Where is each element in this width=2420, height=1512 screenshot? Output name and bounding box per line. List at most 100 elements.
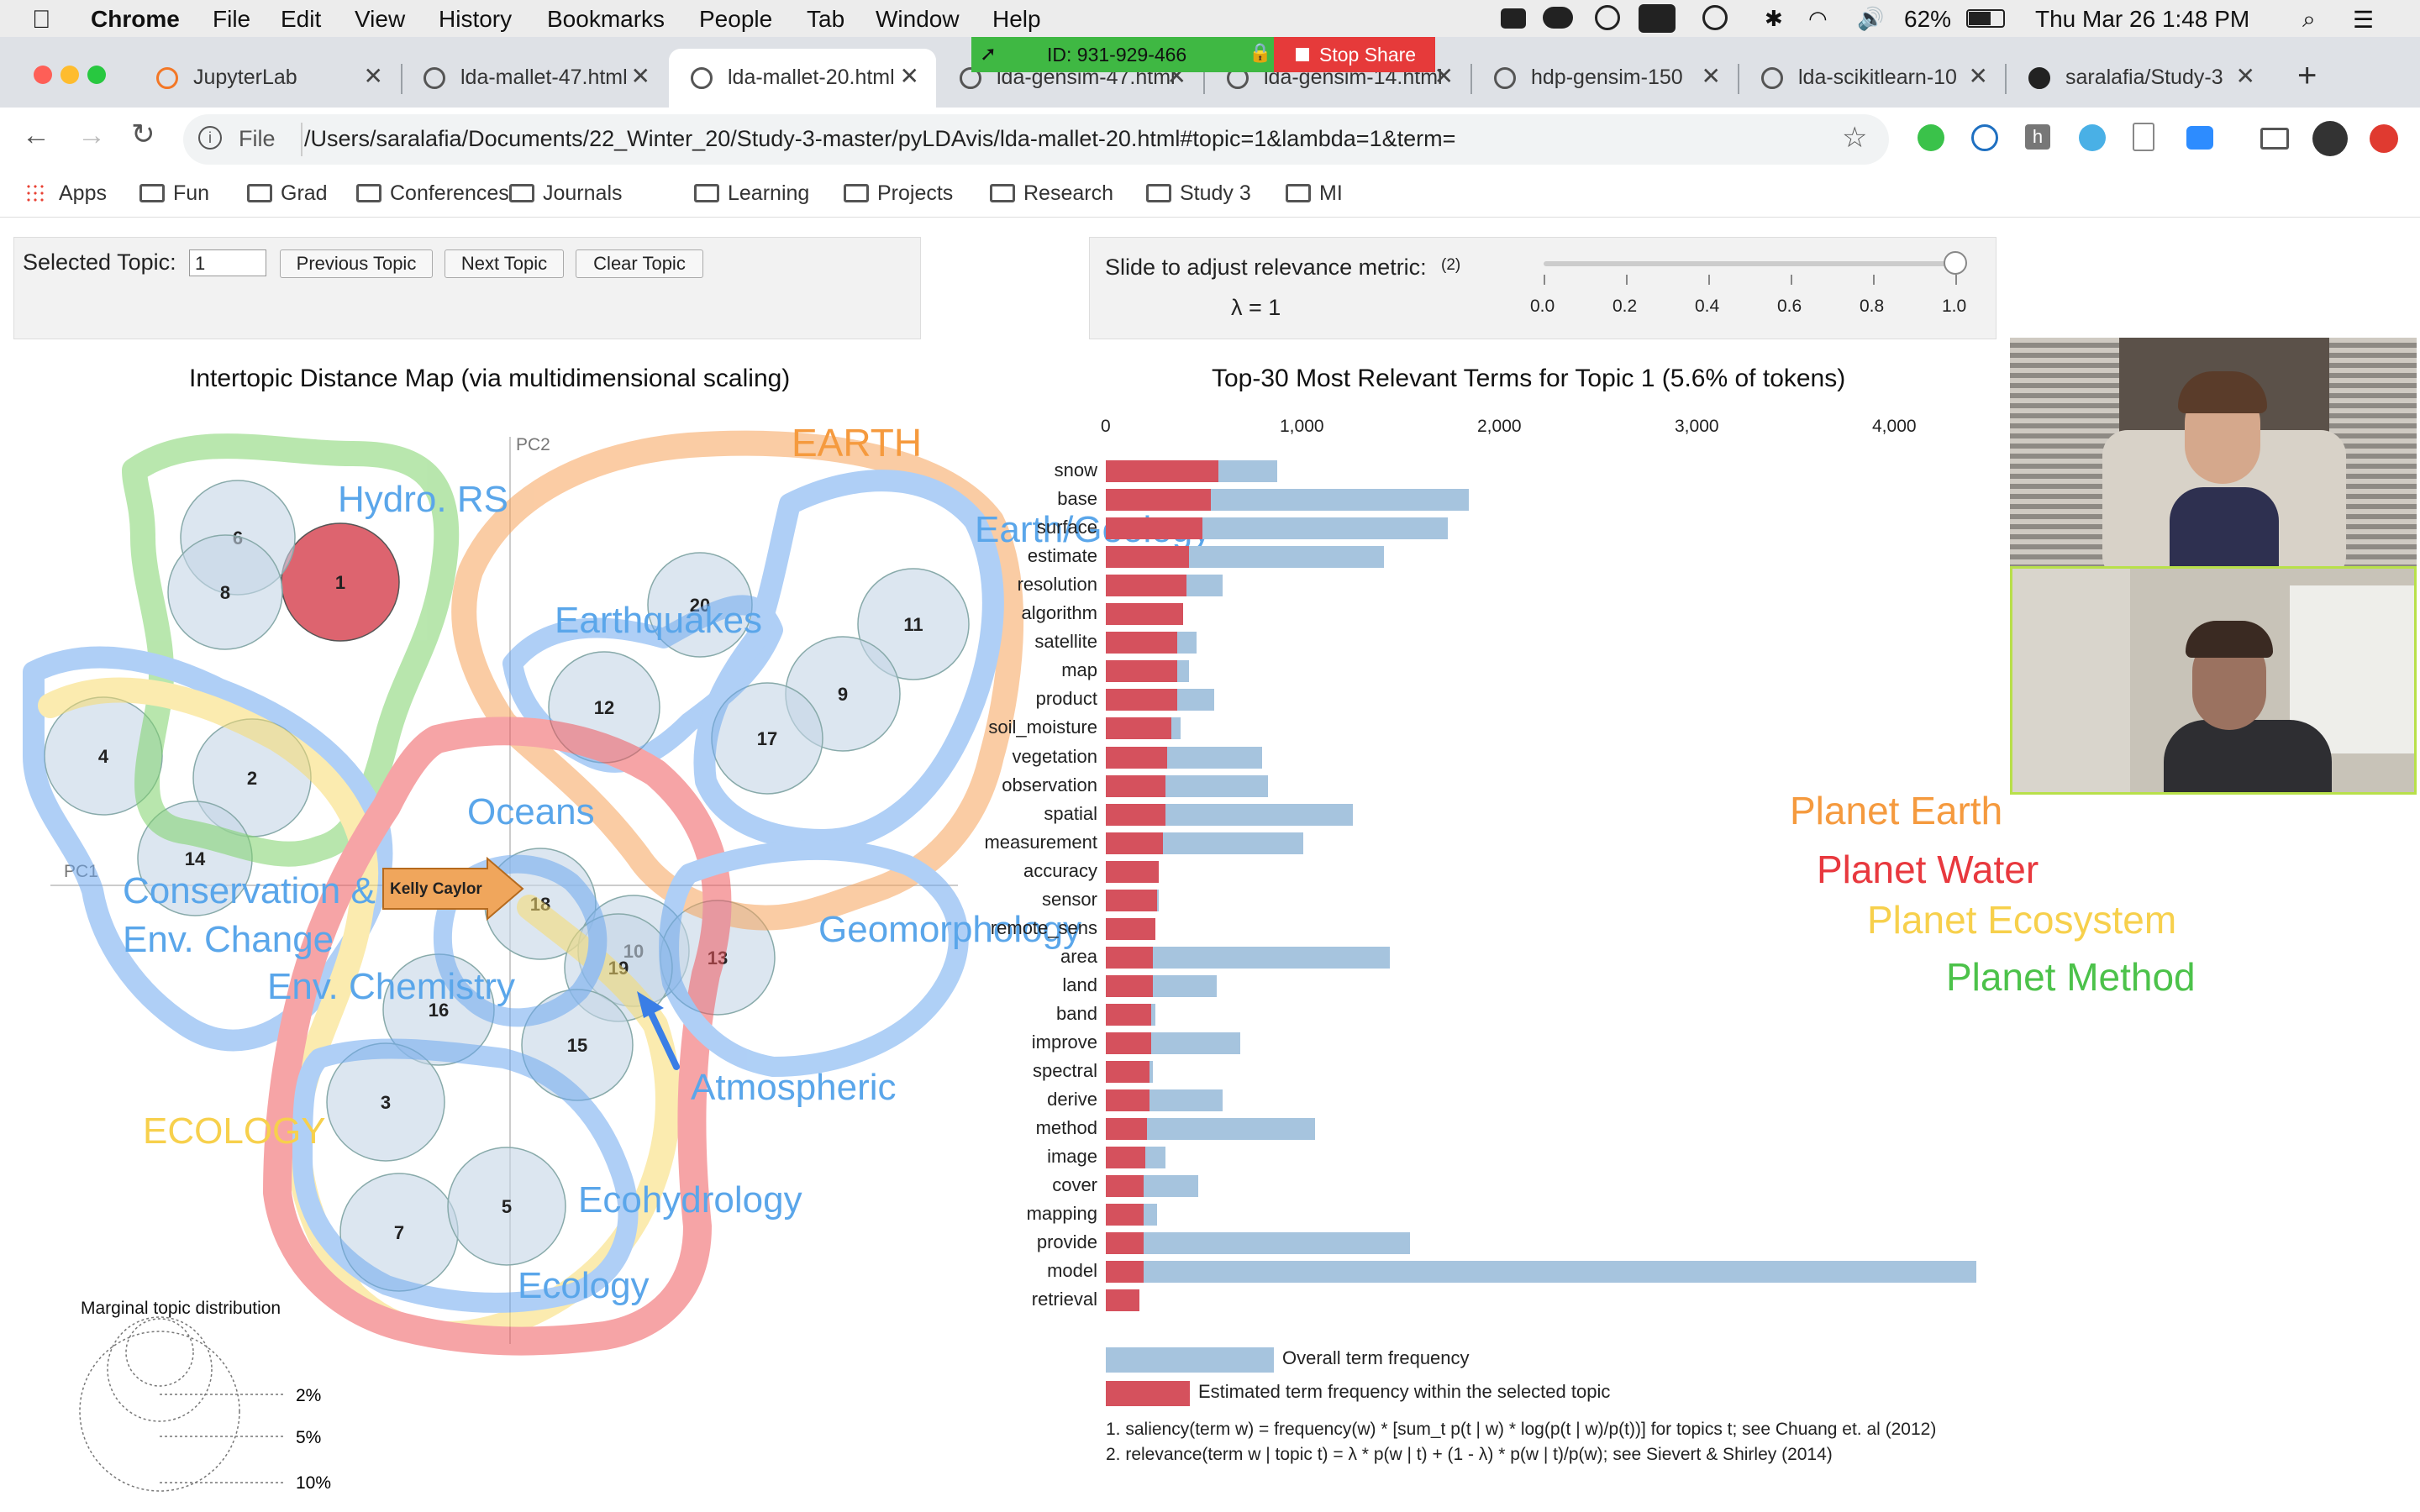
reload-button[interactable]: ↻: [131, 118, 155, 150]
bar-topic-area[interactable]: [1106, 946, 1154, 969]
bookmark-journals[interactable]: Journals: [509, 181, 623, 206]
forward-button[interactable]: →: [77, 119, 106, 151]
cast-icon[interactable]: [2260, 128, 2289, 150]
notification-center-icon[interactable]: ☰: [2353, 7, 2375, 33]
tab-github-study-3[interactable]: saralafia/Study-3 ✕: [2007, 49, 2272, 108]
bookmark-grad[interactable]: Grad: [247, 181, 328, 206]
bar-overall-method[interactable]: [1106, 1118, 1316, 1141]
menu-edit[interactable]: Edit: [281, 6, 322, 32]
battery-icon[interactable]: [1966, 9, 2005, 28]
back-button[interactable]: ←: [22, 119, 50, 151]
tab-close-icon[interactable]: ✕: [1968, 63, 1988, 89]
window-minimize-button[interactable]: [60, 66, 79, 84]
zoom-camera-icon[interactable]: [1501, 8, 1526, 29]
onepassword-icon[interactable]: [1595, 5, 1620, 30]
bar-overall-improve[interactable]: [1106, 1032, 1240, 1054]
tab-lda-mallet-20[interactable]: lda-mallet-20.html ✕: [669, 49, 936, 108]
video-tile-participant-1[interactable]: [2010, 338, 2417, 566]
bar-topic-image[interactable]: [1106, 1147, 1145, 1169]
bar-topic-remote_sens[interactable]: [1106, 917, 1155, 940]
bookmark-apps[interactable]: Apps: [25, 181, 107, 206]
video-tile-participant-2[interactable]: [2010, 566, 2417, 795]
spotlight-search-icon[interactable]: ⌕: [2302, 6, 2316, 32]
bar-overall-accuracy[interactable]: [1106, 860, 1160, 883]
topic-circle-8[interactable]: [167, 534, 283, 650]
bar-topic-algorithm[interactable]: [1106, 603, 1183, 626]
extension-onepassword-icon[interactable]: [1971, 124, 1998, 151]
menu-view[interactable]: View: [355, 6, 406, 32]
bar-overall-base[interactable]: [1106, 489, 1470, 512]
relevance-slider-track[interactable]: [1544, 261, 1955, 266]
bar-overall-satellite[interactable]: [1106, 632, 1197, 654]
menu-file[interactable]: File: [213, 6, 251, 32]
topic-number-input[interactable]: 1: [189, 249, 266, 276]
bar-overall-snow[interactable]: [1106, 460, 1278, 482]
menu-app-name[interactable]: Chrome: [91, 6, 180, 32]
time-machine-icon[interactable]: [1702, 5, 1728, 30]
bar-overall-remote_sens[interactable]: [1106, 917, 1155, 940]
bar-topic-spatial[interactable]: [1106, 803, 1165, 826]
extension-hypothesis-icon[interactable]: h: [2025, 124, 2050, 150]
cloud-upload-icon[interactable]: [1543, 7, 1573, 29]
bluetooth-icon[interactable]: ✱: [1765, 6, 1783, 31]
bar-overall-retrieval[interactable]: [1106, 1289, 1139, 1312]
clear-topic-button[interactable]: Clear Topic: [576, 249, 703, 278]
bookmark-fun[interactable]: Fun: [139, 181, 209, 206]
bookmark-mi[interactable]: MI: [1286, 181, 1343, 206]
bar-topic-derive[interactable]: [1106, 1089, 1150, 1112]
tab-close-icon[interactable]: ✕: [2235, 63, 2255, 89]
bookmark-study-3[interactable]: Study 3: [1146, 181, 1251, 206]
menu-bookmarks[interactable]: Bookmarks: [547, 6, 666, 32]
bookmark-learning[interactable]: Learning: [694, 181, 809, 206]
bar-overall-sensor[interactable]: [1106, 889, 1160, 911]
tab-close-icon[interactable]: ✕: [363, 63, 383, 89]
bar-topic-provide[interactable]: [1106, 1232, 1144, 1255]
bar-overall-area[interactable]: [1106, 946, 1391, 969]
window-zoom-button[interactable]: [87, 66, 106, 84]
bar-topic-land[interactable]: [1106, 974, 1154, 997]
bar-overall-spatial[interactable]: [1106, 803, 1353, 826]
tab-close-icon[interactable]: ✕: [630, 63, 650, 89]
bar-topic-base[interactable]: [1106, 489, 1211, 512]
bar-topic-observation[interactable]: [1106, 774, 1165, 797]
bar-topic-satellite[interactable]: [1106, 632, 1177, 654]
tab-close-icon[interactable]: ✕: [1434, 63, 1454, 89]
tab-close-icon[interactable]: ✕: [899, 63, 919, 89]
new-tab-button[interactable]: +: [2297, 57, 2317, 94]
topic-circle-11[interactable]: [857, 568, 970, 680]
profile-avatar[interactable]: [2312, 121, 2348, 156]
menu-history[interactable]: History: [439, 6, 513, 32]
bar-topic-mapping[interactable]: [1106, 1204, 1144, 1226]
bar-topic-measurement[interactable]: [1106, 832, 1164, 854]
extension-evernote-icon[interactable]: [1918, 124, 1944, 151]
bar-overall-provide[interactable]: [1106, 1232, 1410, 1255]
tab-lda-scikitlearn-10[interactable]: lda-scikitlearn-10 ✕: [1739, 49, 2005, 108]
bar-topic-method[interactable]: [1106, 1118, 1148, 1141]
extension-document-icon[interactable]: [2133, 123, 2154, 151]
tab-lda-mallet-47[interactable]: lda-mallet-47.html ✕: [402, 49, 667, 108]
bar-topic-retrieval[interactable]: [1106, 1289, 1139, 1312]
bar-topic-improve[interactable]: [1106, 1032, 1152, 1054]
extension-clock-icon[interactable]: [2079, 124, 2106, 151]
bar-topic-sensor[interactable]: [1106, 889, 1158, 911]
bar-overall-cover[interactable]: [1106, 1175, 1199, 1198]
menubar-clock[interactable]: Thu Mar 26 1:48 PM: [2035, 6, 2250, 32]
bookmark-conferences[interactable]: Conferences: [356, 181, 509, 206]
url-text[interactable]: /Users/saralafia/Documents/22_Winter_20/…: [304, 126, 1456, 151]
window-close-button[interactable]: [34, 66, 52, 84]
next-topic-button[interactable]: Next Topic: [445, 249, 564, 278]
bar-topic-resolution[interactable]: [1106, 575, 1187, 597]
bar-overall-model[interactable]: [1106, 1261, 1977, 1284]
bar-overall-observation[interactable]: [1106, 774, 1268, 797]
bookmark-research[interactable]: Research: [990, 181, 1113, 206]
bar-overall-vegetation[interactable]: [1106, 746, 1262, 769]
bar-topic-product[interactable]: [1106, 689, 1177, 711]
menu-window[interactable]: Window: [876, 6, 960, 32]
tab-hdp-gensim-150[interactable]: hdp-gensim-150 ✕: [1472, 49, 1738, 108]
topic-circle-5[interactable]: [447, 1147, 566, 1266]
bar-overall-measurement[interactable]: [1106, 832, 1303, 854]
update-chrome-icon[interactable]: [2370, 124, 2398, 153]
bar-topic-band[interactable]: [1106, 1003, 1152, 1026]
bar-topic-accuracy[interactable]: [1106, 860, 1160, 883]
bookmark-star-icon[interactable]: ☆: [1842, 122, 1868, 154]
